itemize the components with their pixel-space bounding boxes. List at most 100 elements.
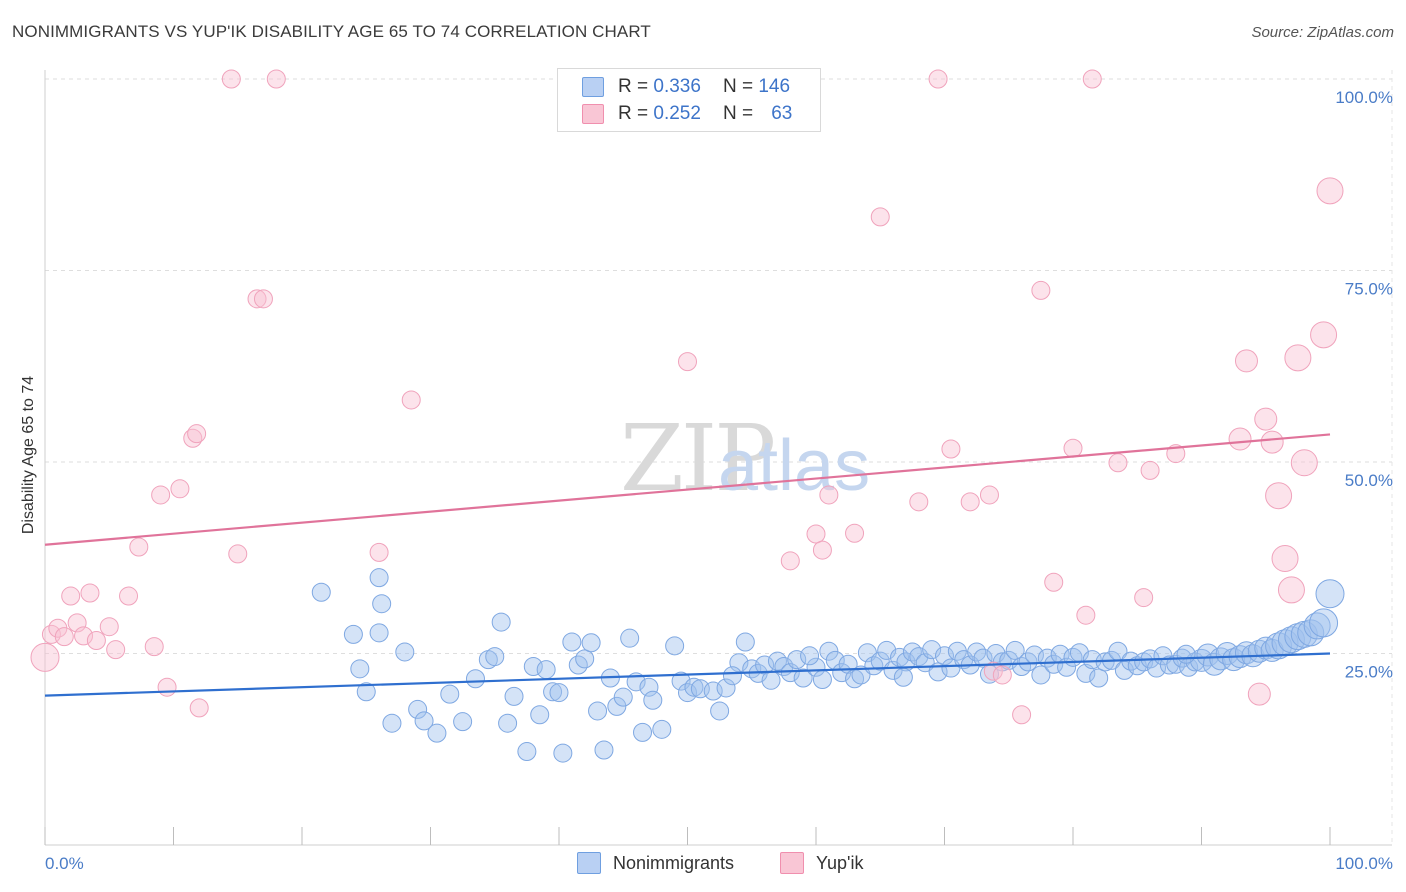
nonimmigrants-point: [553, 743, 573, 763]
yupik-point: [1290, 449, 1318, 477]
yupik-point: [187, 424, 207, 444]
nonimmigrants-point: [543, 682, 563, 702]
nonimmigrants-point: [549, 683, 569, 703]
nonimmigrants-point: [671, 671, 691, 691]
correlation-legend: R = 0.336 N = 146 R = 0.252 N = 63: [557, 68, 821, 132]
nonimmigrants-point: [800, 646, 820, 666]
legend-item-nonimmigrants: Nonimmigrants: [577, 852, 734, 874]
legend-n-value: 63: [771, 103, 793, 124]
yupik-point: [1254, 407, 1278, 431]
legend-item-label: Yup'ik: [816, 852, 864, 873]
yupik-point: [247, 289, 267, 309]
yupik-point: [1260, 430, 1284, 454]
yupik-point: [1234, 349, 1258, 373]
nonimmigrants-point: [665, 636, 685, 656]
yupik-point: [909, 492, 929, 512]
nonimmigrants-point: [1234, 641, 1258, 665]
nonimmigrants-point: [710, 701, 730, 721]
y-tick-label: 25.0%: [1345, 663, 1393, 682]
legend-r-label: R =: [618, 103, 649, 124]
y-tick-label: 100.0%: [1335, 88, 1393, 107]
nonimmigrants-point: [922, 640, 942, 660]
yupik-point: [228, 544, 248, 564]
nonimmigrants-point: [870, 651, 890, 671]
nonimmigrants-point: [562, 632, 582, 652]
nonimmigrants-point: [1176, 644, 1196, 664]
nonimmigrants-point: [311, 582, 331, 602]
yupik-point: [369, 542, 389, 562]
y-tick-label: 75.0%: [1345, 280, 1393, 299]
nonimmigrants-point: [767, 651, 787, 671]
nonimmigrants-point: [453, 712, 473, 732]
yupik-point: [941, 439, 961, 459]
yupik-point: [992, 665, 1012, 685]
yupik-point: [1076, 605, 1096, 625]
yupik-point: [812, 540, 832, 560]
tick-labels: 100.0% 75.0% 50.0% 25.0% 0.0% 100.0%: [45, 88, 1393, 873]
nonimmigrants-point: [722, 666, 742, 686]
yupik-point: [253, 289, 273, 309]
nonimmigrants-point: [812, 670, 832, 690]
nonimmigrants-point: [1005, 640, 1025, 660]
watermark-atlas: atlas: [718, 426, 870, 506]
nonimmigrants-point: [703, 681, 723, 701]
nonimmigrants-point: [517, 742, 537, 762]
yupik-point: [1228, 427, 1252, 451]
nonimmigrants-point: [491, 612, 511, 632]
yupik-point: [401, 390, 421, 410]
legend-row-nonimmigrants: R = 0.336 N = 146: [582, 74, 790, 100]
nonimmigrants-point: [588, 701, 608, 721]
y-axis-label: Disability Age 65 to 74: [20, 376, 37, 534]
yupik-point: [1284, 344, 1312, 372]
nonimmigrants-points: [311, 568, 1345, 763]
nonimmigrants-point: [523, 657, 543, 677]
nonimmigrants-point: [356, 682, 376, 702]
nonimmigrants-point: [973, 648, 993, 668]
yupik-point: [1140, 460, 1160, 480]
yupik-point: [845, 523, 865, 543]
yupik-point: [86, 630, 106, 650]
yupik-point: [678, 352, 697, 372]
source-label: Source: ZipAtlas.com: [1251, 24, 1394, 41]
nonimmigrants-point: [465, 669, 485, 689]
nonimmigrants-point: [594, 740, 614, 760]
yupik-point: [1271, 545, 1299, 573]
yupik-point: [1310, 321, 1338, 349]
yupik-swatch: [582, 104, 604, 124]
legend-item-label: Nonimmigrants: [613, 852, 735, 873]
yupik-point: [1134, 588, 1154, 608]
nonimmigrants-point: [382, 713, 402, 733]
nonimmigrants-point: [716, 678, 736, 698]
nonimmigrants-point: [633, 722, 653, 742]
yupik-point: [1316, 177, 1344, 205]
nonimmigrants-point: [793, 668, 813, 688]
legend-r-value: 0.252: [653, 103, 701, 124]
yupik-point: [30, 642, 60, 672]
nonimmigrants-point: [735, 632, 755, 652]
nonimmigrants-point: [1315, 579, 1345, 609]
yupik-point: [119, 586, 139, 606]
legend-n-label: N =: [722, 103, 754, 124]
nonimmigrants-point: [485, 647, 505, 667]
yupik-point: [979, 485, 999, 505]
nonimmigrants-point: [613, 687, 633, 707]
nonimmigrants-point: [1222, 648, 1246, 672]
nonimmigrants-point: [350, 659, 370, 679]
nonimmigrants-point: [819, 641, 839, 661]
yupik-point: [106, 640, 126, 660]
legend-n-label: N =: [722, 76, 754, 97]
yupik-point: [170, 479, 190, 499]
nonimmigrants-point: [851, 665, 871, 685]
nonimmigrants-point: [761, 670, 781, 690]
yupik-legend-swatch: [780, 852, 804, 874]
nonimmigrants-point: [343, 624, 363, 644]
yupik-point: [80, 583, 100, 603]
legend-r-label: R =: [618, 76, 649, 97]
nonimmigrants-point: [498, 713, 518, 733]
nonimmigrants-point: [1044, 654, 1064, 674]
yupik-point: [1247, 682, 1271, 706]
legend-item-yupik: Yup'ik: [780, 852, 863, 874]
nonimmigrants-point: [575, 649, 595, 669]
nonimmigrants-point: [372, 594, 392, 614]
